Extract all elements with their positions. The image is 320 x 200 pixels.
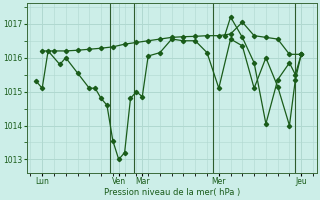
X-axis label: Pression niveau de la mer( hPa ): Pression niveau de la mer( hPa ) xyxy=(104,188,240,197)
